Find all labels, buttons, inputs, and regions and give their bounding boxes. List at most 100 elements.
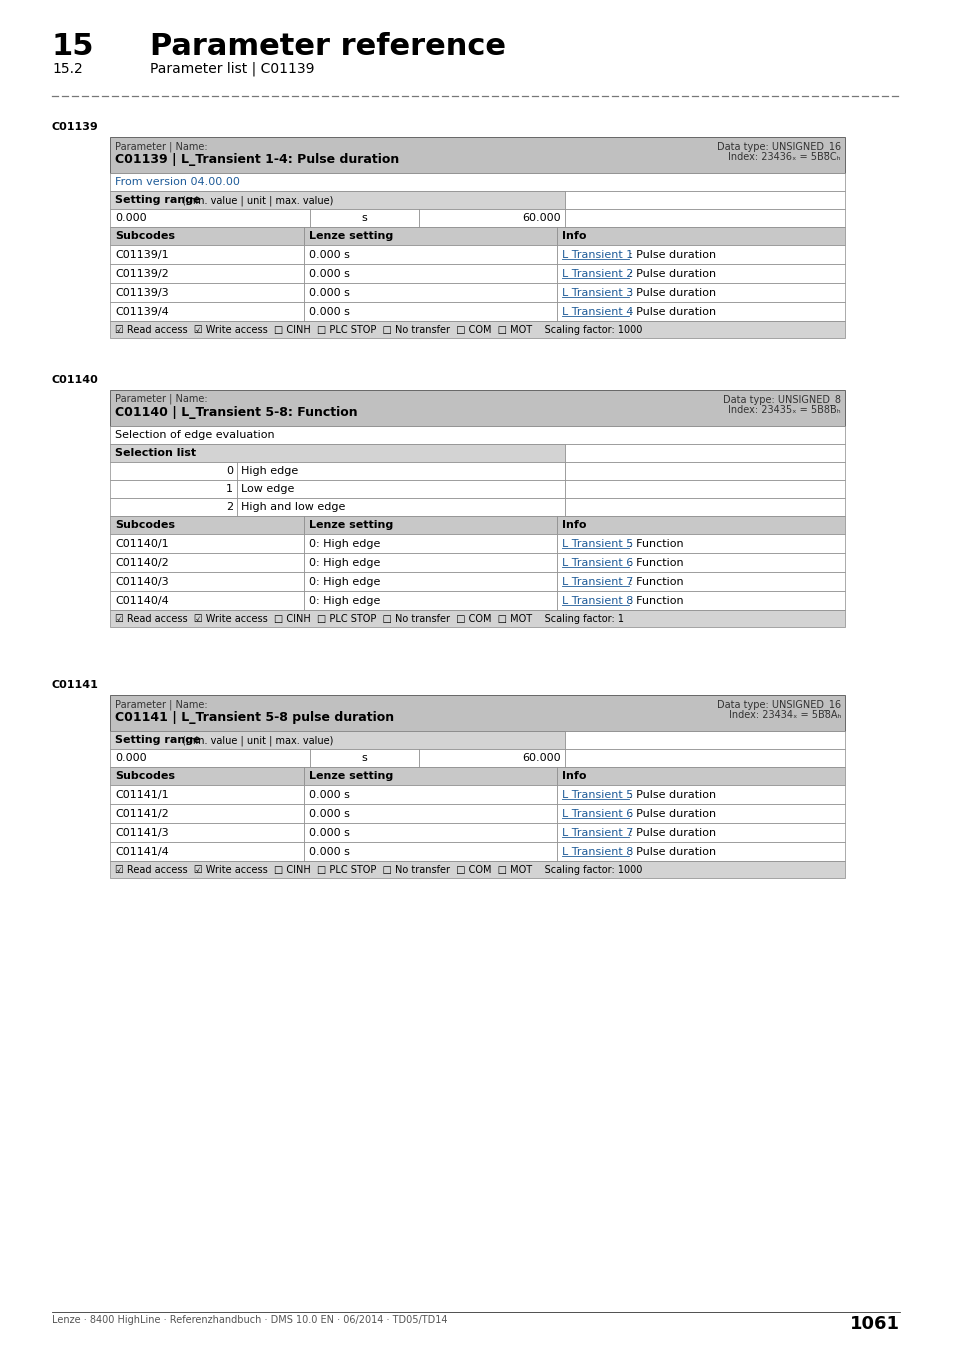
Text: 1061: 1061 bbox=[849, 1315, 899, 1332]
Text: Index: 23436ₓ = 5B8Cₕ: Index: 23436ₓ = 5B8Cₕ bbox=[728, 153, 841, 162]
Text: 0: High edge: 0: High edge bbox=[309, 539, 380, 549]
Text: Subcodes: Subcodes bbox=[115, 771, 174, 782]
Text: L Transient 4: L Transient 4 bbox=[561, 306, 633, 317]
Text: C01141/3: C01141/3 bbox=[115, 828, 169, 838]
Bar bbox=[304, 591, 557, 610]
Bar bbox=[110, 861, 844, 878]
Bar bbox=[304, 516, 557, 535]
Text: (min. value | unit | max. value): (min. value | unit | max. value) bbox=[179, 734, 333, 745]
Text: Index: 23435ₓ = 5B8Bₕ: Index: 23435ₓ = 5B8Bₕ bbox=[727, 405, 841, 414]
Bar bbox=[110, 427, 844, 444]
Bar bbox=[564, 730, 844, 749]
Text: 60.000: 60.000 bbox=[522, 753, 560, 763]
Bar bbox=[304, 535, 557, 554]
Text: 0: 0 bbox=[226, 466, 233, 477]
Text: C01139/4: C01139/4 bbox=[115, 306, 169, 317]
Bar bbox=[110, 516, 304, 535]
Text: Parameter | Name:: Parameter | Name: bbox=[115, 699, 208, 710]
Bar bbox=[110, 498, 236, 516]
Text: : Function: : Function bbox=[628, 539, 683, 549]
Text: ☑ Read access  ☑ Write access  □ CINH  □ PLC STOP  □ No transfer  □ COM  □ MOT  : ☑ Read access ☑ Write access □ CINH □ PL… bbox=[115, 614, 623, 624]
Bar bbox=[110, 227, 304, 244]
Bar bbox=[304, 805, 557, 823]
Text: L Transient 8: L Transient 8 bbox=[561, 846, 633, 857]
Bar bbox=[304, 265, 557, 284]
Bar bbox=[304, 572, 557, 591]
Text: 0.000: 0.000 bbox=[115, 753, 147, 763]
Bar bbox=[304, 767, 557, 784]
Text: Lenze setting: Lenze setting bbox=[309, 771, 393, 782]
Text: 0.000 s: 0.000 s bbox=[309, 306, 350, 317]
Bar bbox=[236, 481, 564, 498]
Text: Low edge: Low edge bbox=[241, 485, 294, 494]
Bar bbox=[236, 462, 564, 481]
Bar bbox=[304, 227, 557, 244]
Text: 0.000 s: 0.000 s bbox=[309, 846, 350, 857]
Bar bbox=[110, 572, 304, 591]
Text: s: s bbox=[361, 753, 367, 763]
Bar bbox=[110, 209, 310, 227]
Bar bbox=[310, 209, 418, 227]
Text: C01139/1: C01139/1 bbox=[115, 250, 169, 261]
Bar bbox=[110, 265, 304, 284]
Bar bbox=[418, 209, 564, 227]
Text: L Transient 6: L Transient 6 bbox=[561, 558, 633, 568]
Text: 60.000: 60.000 bbox=[522, 213, 560, 223]
Bar bbox=[557, 784, 844, 805]
Bar bbox=[564, 498, 844, 516]
Bar bbox=[564, 209, 844, 227]
Text: 0: High edge: 0: High edge bbox=[309, 576, 380, 587]
Text: C01140/1: C01140/1 bbox=[115, 539, 169, 549]
Text: 0.000 s: 0.000 s bbox=[309, 790, 350, 801]
Text: From version 04.00.00: From version 04.00.00 bbox=[115, 177, 239, 188]
Text: C01140: C01140 bbox=[52, 375, 99, 385]
Bar bbox=[110, 244, 304, 265]
Text: L Transient 8: L Transient 8 bbox=[561, 595, 633, 606]
Bar bbox=[564, 190, 844, 209]
Bar bbox=[557, 227, 844, 244]
Text: s: s bbox=[361, 213, 367, 223]
Bar bbox=[110, 321, 844, 338]
Text: C01139 | L_Transient 1-4: Pulse duration: C01139 | L_Transient 1-4: Pulse duration bbox=[115, 153, 399, 166]
Bar bbox=[304, 554, 557, 572]
Bar bbox=[110, 842, 304, 861]
Text: 1: 1 bbox=[226, 485, 233, 494]
Text: Info: Info bbox=[561, 520, 586, 531]
Text: L Transient 1: L Transient 1 bbox=[561, 250, 633, 261]
Bar bbox=[557, 805, 844, 823]
Bar bbox=[564, 444, 844, 462]
Bar bbox=[110, 730, 564, 749]
Text: C01141/4: C01141/4 bbox=[115, 846, 169, 857]
Text: L Transient 3: L Transient 3 bbox=[561, 288, 633, 298]
Text: Selection of edge evaluation: Selection of edge evaluation bbox=[115, 431, 274, 440]
Bar bbox=[564, 462, 844, 481]
Text: : Function: : Function bbox=[628, 576, 683, 587]
Bar bbox=[304, 824, 557, 842]
Bar bbox=[304, 244, 557, 265]
Text: Info: Info bbox=[561, 771, 586, 782]
Bar bbox=[557, 767, 844, 784]
Bar bbox=[310, 749, 418, 767]
Text: L Transient 6: L Transient 6 bbox=[561, 809, 633, 819]
Text: 0.000 s: 0.000 s bbox=[309, 828, 350, 838]
Bar bbox=[110, 444, 564, 462]
Text: C01140 | L_Transient 5-8: Function: C01140 | L_Transient 5-8: Function bbox=[115, 406, 357, 418]
Text: Info: Info bbox=[561, 231, 586, 242]
Bar bbox=[110, 767, 304, 784]
Text: Lenze · 8400 HighLine · Referenzhandbuch · DMS 10.0 EN · 06/2014 · TD05/TD14: Lenze · 8400 HighLine · Referenzhandbuch… bbox=[52, 1315, 447, 1324]
Text: Subcodes: Subcodes bbox=[115, 520, 174, 531]
Text: Parameter reference: Parameter reference bbox=[150, 32, 505, 61]
Bar bbox=[304, 784, 557, 805]
Bar bbox=[110, 695, 844, 730]
Bar bbox=[110, 610, 844, 626]
Bar bbox=[110, 136, 844, 173]
Text: C01141: C01141 bbox=[52, 680, 99, 690]
Text: C01140/3: C01140/3 bbox=[115, 576, 169, 587]
Bar bbox=[557, 516, 844, 535]
Text: : Function: : Function bbox=[628, 595, 683, 606]
Text: C01139: C01139 bbox=[52, 122, 99, 132]
Bar bbox=[236, 498, 564, 516]
Text: 0.000 s: 0.000 s bbox=[309, 250, 350, 261]
Text: L Transient 5: L Transient 5 bbox=[561, 539, 633, 549]
Text: 0: High edge: 0: High edge bbox=[309, 595, 380, 606]
